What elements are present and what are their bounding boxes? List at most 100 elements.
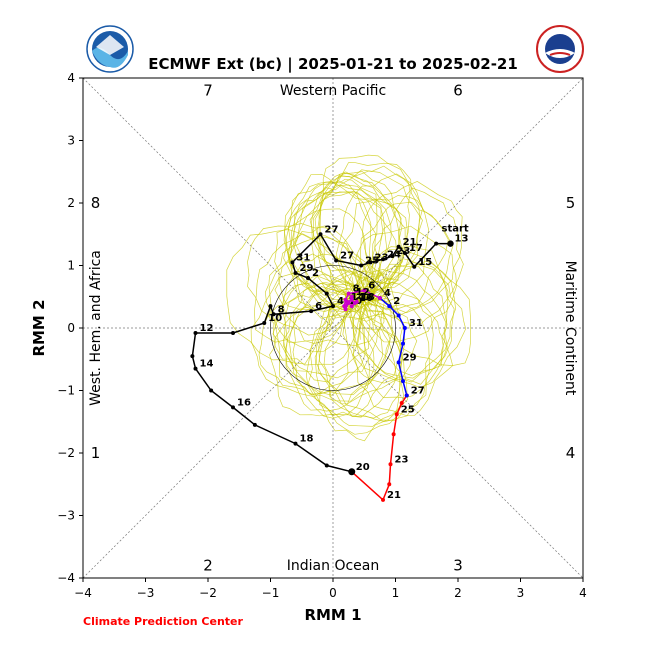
date-label: 13 xyxy=(455,234,469,245)
date-label: 6 xyxy=(315,301,322,312)
x-tick-label: −4 xyxy=(74,586,92,600)
date-label: 21 xyxy=(387,490,401,501)
start-marker xyxy=(447,240,454,247)
date-label: 29 xyxy=(403,352,417,363)
trajectory-point xyxy=(354,299,359,304)
noaa-logo xyxy=(86,25,134,73)
phase-number: 5 xyxy=(566,194,576,212)
forecast-start-marker xyxy=(348,468,356,476)
ensemble-member-line xyxy=(350,258,467,388)
date-label: 18 xyxy=(361,292,375,303)
ensemble-member-line xyxy=(318,271,404,405)
ensemble-member-line xyxy=(335,173,429,311)
trajectory-point xyxy=(412,264,417,269)
x-tick-label: 4 xyxy=(579,586,587,600)
trajectory-series-line xyxy=(379,297,408,396)
ensemble-member-line xyxy=(288,175,399,311)
y-tick-label: 0 xyxy=(67,321,75,335)
trajectory-point xyxy=(268,304,273,309)
date-label: 29 xyxy=(300,263,314,274)
trajectory-point xyxy=(293,271,298,275)
ensemble-member-line xyxy=(293,178,383,301)
trajectory-point xyxy=(381,497,385,502)
trajectory-point xyxy=(390,254,395,259)
ensemble-member-line xyxy=(317,282,434,421)
date-label: 27 xyxy=(411,386,425,397)
date-label: 14 xyxy=(200,359,214,370)
start-label: start xyxy=(442,224,469,235)
phase-number: 8 xyxy=(91,194,101,212)
ensemble-member-line xyxy=(342,269,447,384)
trajectory-point xyxy=(402,326,407,330)
trajectory-point xyxy=(396,313,401,318)
trajectory-point xyxy=(318,232,323,237)
trajectory-point xyxy=(396,244,401,249)
trajectory-point xyxy=(324,291,329,296)
y-axis-label: RMM 2 xyxy=(30,299,48,356)
date-label: 25 xyxy=(401,404,415,415)
ensemble-member-line xyxy=(344,225,457,343)
trajectory-point xyxy=(401,341,405,346)
trajectory-point xyxy=(359,263,364,268)
ensemble-member-line xyxy=(309,170,423,296)
date-label: 6 xyxy=(368,281,375,292)
date-label: 27 xyxy=(340,251,354,262)
ensemble-member-line xyxy=(283,180,392,297)
trajectory-point xyxy=(306,276,310,280)
ensemble-member-line xyxy=(372,187,464,325)
region-label-top: Western Pacific xyxy=(280,83,386,99)
climate-prediction-center-credit: Climate Prediction Center xyxy=(83,615,243,628)
x-tick-label: 2 xyxy=(454,586,462,600)
trajectory-point xyxy=(349,304,354,309)
trajectory-point xyxy=(262,321,267,325)
date-label: 18 xyxy=(300,434,314,445)
date-label: 17 xyxy=(409,243,423,254)
ensemble-member-line xyxy=(352,263,448,399)
unit-circle xyxy=(270,265,396,391)
x-axis-label: RMM 1 xyxy=(304,606,361,624)
ensemble-member-line xyxy=(319,154,411,298)
trajectory-point xyxy=(231,331,235,335)
trajectory-point xyxy=(368,260,373,265)
trajectory-point xyxy=(193,366,198,371)
y-tick-label: 2 xyxy=(67,196,75,210)
trajectory-point xyxy=(399,401,404,405)
trajectory-point xyxy=(193,331,198,335)
trajectory-point xyxy=(349,294,354,299)
date-label: 25 xyxy=(365,256,379,267)
trajectory-point xyxy=(402,251,407,255)
trajectory-point xyxy=(387,482,392,487)
ensemble-member-line xyxy=(258,283,360,395)
trajectory-point xyxy=(404,393,409,398)
x-tick-label: 0 xyxy=(329,586,337,600)
date-label: 15 xyxy=(418,257,432,268)
trajectory-point xyxy=(377,296,382,300)
trajectory-point xyxy=(381,257,385,262)
date-label: 8 xyxy=(353,284,360,295)
trajectory-point xyxy=(252,422,257,427)
phase-number: 2 xyxy=(203,557,213,575)
phase-number: 1 xyxy=(91,444,101,462)
y-tick-label: 1 xyxy=(67,259,75,273)
ensemble-member-line xyxy=(305,297,404,435)
ensemble-member-line xyxy=(317,172,402,302)
date-label: 27 xyxy=(325,224,339,235)
date-label: 14 xyxy=(351,292,365,303)
ensemble-member-line xyxy=(274,273,375,402)
x-tick-label: −1 xyxy=(262,586,280,600)
nws-logo xyxy=(536,25,584,73)
date-label: 4 xyxy=(337,296,344,307)
ensemble-member-line xyxy=(254,233,361,353)
trajectory-point xyxy=(434,241,439,246)
trajectory-point xyxy=(362,288,367,293)
ensemble-member-line xyxy=(283,181,388,311)
y-tick-label: −1 xyxy=(57,384,75,398)
trajectory-point xyxy=(324,463,329,468)
date-label: 20 xyxy=(356,462,370,473)
ensemble-member-line xyxy=(250,268,366,398)
x-tick-label: −2 xyxy=(199,586,217,600)
trajectory-point xyxy=(293,441,298,446)
x-tick-label: 1 xyxy=(392,586,400,600)
